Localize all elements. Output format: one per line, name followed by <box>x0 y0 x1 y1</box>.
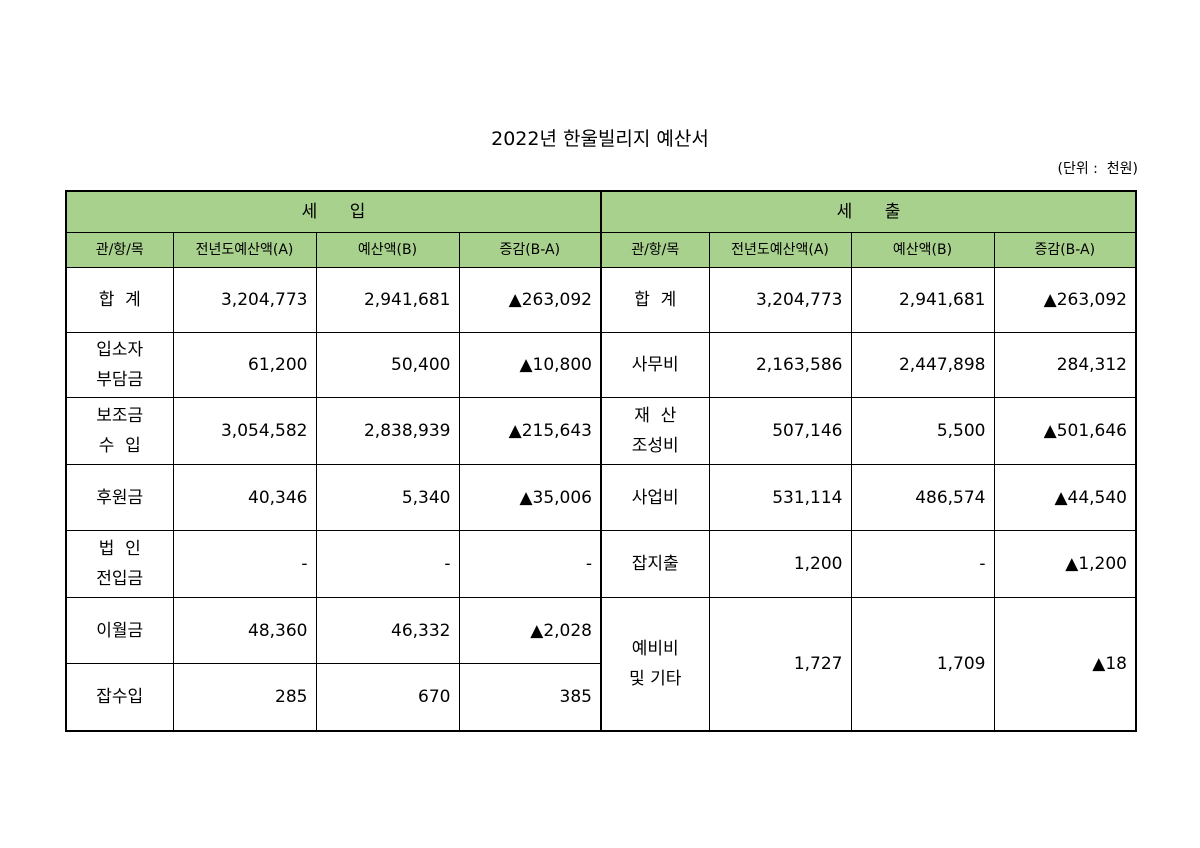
data-row: 잡수입 285 670 385 <box>65 663 1136 731</box>
column-header: 예산액(B) <box>315 232 460 268</box>
amount-cell: ▲44,540 <box>993 464 1137 531</box>
amount-cell: 5,340 <box>315 464 460 531</box>
amount-cell: 48,360 <box>172 597 317 664</box>
item-cell: 사무비 <box>600 332 710 398</box>
amount-cell: 2,838,939 <box>315 397 460 465</box>
amount-cell: ▲35,006 <box>458 464 602 531</box>
item-cell: 보조금 수 입 <box>65 397 174 465</box>
amount-cell: - <box>315 530 460 598</box>
amount-cell: ▲263,092 <box>993 267 1137 333</box>
item-cell: 잡지출 <box>600 530 710 598</box>
amount-cell: 50,400 <box>315 332 460 398</box>
column-row: 관/항/목 전년도예산액(A) 예산액(B) 증감(B-A) 관/항/목 전년도예산액(A… <box>65 232 1137 268</box>
amount-cell: 3,054,582 <box>172 397 317 465</box>
amount-cell: 3,204,773 <box>172 267 317 333</box>
column-header: 예산액(B) <box>850 232 995 268</box>
amount-cell: 2,163,586 <box>708 332 852 398</box>
amount-cell: 5,500 <box>850 397 995 465</box>
data-row: 보조금 수 입 3,054,582 2,838,939 ▲215,643 재 산 조성비… <box>65 397 1137 465</box>
amount-cell: ▲10,800 <box>458 332 602 398</box>
amount-cell: 46,332 <box>315 597 460 664</box>
data-row: 입소자 부담금 61,200 50,400 ▲10,800 사무비 2,163,586 2,… <box>65 332 1137 398</box>
unit-note: (단위 : 천원) <box>1057 161 1138 177</box>
item-cell: 법 인 전입금 <box>65 530 174 598</box>
column-header: 증감(B-A) <box>993 232 1137 268</box>
column-header: 전년도예산액(A) <box>708 232 852 268</box>
amount-cell: 1,709 <box>850 597 995 731</box>
amount-cell: - <box>172 530 317 598</box>
amount-cell: 3,204,773 <box>708 267 852 333</box>
amount-cell: ▲263,092 <box>458 267 602 333</box>
amount-cell: ▲501,646 <box>993 397 1137 465</box>
amount-cell: ▲2,028 <box>458 597 602 664</box>
amount-cell: 507,146 <box>708 397 852 465</box>
amount-cell: 531,114 <box>708 464 852 531</box>
amount-cell: ▲215,643 <box>458 397 602 465</box>
item-cell: 재 산 조성비 <box>600 397 710 465</box>
amount-cell: ▲1,200 <box>993 530 1137 598</box>
data-row: 후원금 40,346 5,340 ▲35,006 사업비 531,114 486,574 ▲4… <box>65 464 1137 531</box>
item-cell: 예비비 및 기타 <box>600 597 710 731</box>
amount-cell: 1,200 <box>708 530 852 598</box>
amount-cell: - <box>850 530 995 598</box>
amount-cell: 2,941,681 <box>850 267 995 333</box>
item-cell: 후원금 <box>65 464 174 531</box>
item-cell: 사업비 <box>600 464 710 531</box>
document-title: 2022년 한울빌리지 예산서 <box>491 128 709 150</box>
item-cell: 입소자 부담금 <box>65 332 174 398</box>
item-cell: 합 계 <box>65 267 174 333</box>
data-row: 합 계 3,204,773 2,941,681 ▲263,092 합 계 3,204,77… <box>65 267 1137 333</box>
amount-cell: 385 <box>458 663 602 731</box>
amount-cell: - <box>458 530 602 598</box>
item-cell: 잡수입 <box>65 663 174 731</box>
amount-cell: 486,574 <box>850 464 995 531</box>
section-header: 세 입 <box>65 190 602 233</box>
amount-cell: 61,200 <box>172 332 317 398</box>
amount-cell: ▲18 <box>993 597 1137 731</box>
column-header: 전년도예산액(A) <box>172 232 317 268</box>
column-header: 관/항/목 <box>600 232 710 268</box>
item-cell: 이월금 <box>65 597 174 664</box>
amount-cell: 285 <box>172 663 317 731</box>
amount-cell: 2,447,898 <box>850 332 995 398</box>
data-row: 이월금 48,360 46,332 ▲2,028 예비비 및 기타 1,727 1,709 ▲… <box>65 597 1137 731</box>
amount-cell: 2,941,681 <box>315 267 460 333</box>
amount-cell: 284,312 <box>993 332 1137 398</box>
amount-cell: 40,346 <box>172 464 317 531</box>
column-header: 증감(B-A) <box>458 232 602 268</box>
item-cell: 합 계 <box>600 267 710 333</box>
data-row: 법 인 전입금 - - - 잡지출 1,200- ▲1,200 <box>65 530 1137 598</box>
column-header: 관/항/목 <box>65 232 174 268</box>
section-header: 세 출 <box>600 190 1137 233</box>
amount-cell: 1,727 <box>708 597 852 731</box>
amount-cell: 670 <box>315 663 460 731</box>
